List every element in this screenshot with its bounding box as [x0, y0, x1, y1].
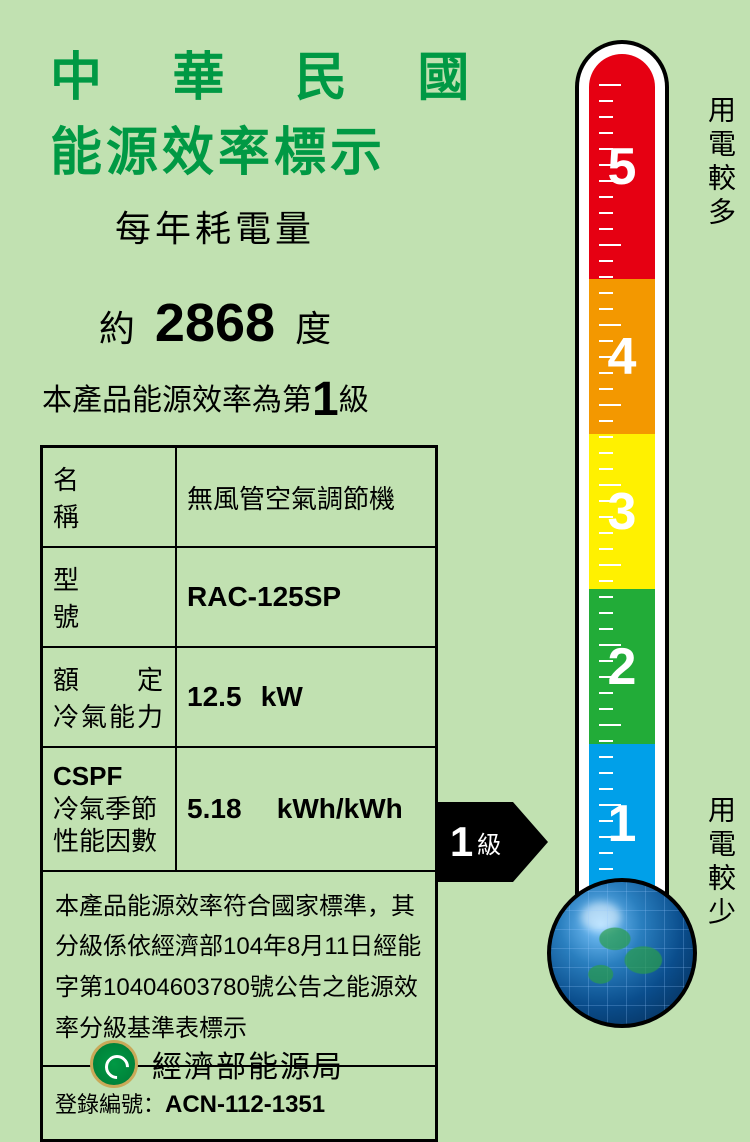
footer: 經濟部能源局	[90, 1040, 344, 1088]
thermometer-tube: 5 4 3 2 1	[575, 40, 669, 900]
consumption-row: 約 2868 度	[0, 292, 430, 354]
seg5-num: 5	[608, 137, 637, 197]
arrow-head-icon	[513, 802, 548, 882]
consumption-value: 2868	[155, 293, 275, 353]
cspf-label: CSPF 冷氣季節 性能因數	[42, 747, 177, 871]
grade-line: 本產品能源效率為第1級	[0, 372, 430, 427]
capacity-unit: kW	[249, 681, 303, 712]
thermometer-inner: 5 4 3 2 1	[589, 54, 655, 900]
cspf-value: 5.18	[187, 793, 242, 824]
bureau-logo-icon	[90, 1040, 138, 1088]
label-less-power: 用電較少	[700, 795, 740, 931]
grade-number: 1	[312, 373, 339, 426]
standard-description: 本產品能源效率符合國家標準，其分級係依經濟部104年8月11日經能字第10404…	[42, 871, 437, 1066]
capacity-value: 12.5	[187, 681, 242, 712]
capacity-label: 額 定冷氣能力	[42, 647, 177, 747]
model-label: 型 號	[42, 547, 177, 647]
seg1-num: 1	[608, 794, 637, 854]
approx-label: 約	[99, 308, 135, 349]
cspf-cn2: 性能因數	[53, 826, 157, 856]
globe-bulb-icon	[547, 878, 697, 1028]
label-more-power: 用電較多	[700, 95, 740, 231]
grade-prefix: 本產品能源效率為第	[42, 384, 312, 417]
cspf-en: CSPF	[53, 761, 122, 791]
grade-suffix: 級	[339, 384, 369, 417]
thermometer: 5 4 3 2 1	[555, 40, 690, 1040]
model-value: RAC-125SP	[176, 547, 436, 647]
name-label: 名 稱	[42, 447, 177, 548]
capacity-cell: 12.5 kW	[176, 647, 436, 747]
segment-1: 1	[589, 744, 655, 900]
consumption-unit: 度	[295, 308, 331, 349]
arrow-body: 1級	[438, 802, 513, 882]
spec-table: 名 稱 無風管空氣調節機 型 號 RAC-125SP 額 定冷氣能力 12.5 …	[40, 445, 438, 1142]
bureau-name: 經濟部能源局	[152, 1042, 344, 1086]
acn-value: ACN-112-1351	[165, 1091, 325, 1118]
cspf-unit: kWh/kWh	[249, 793, 403, 824]
arrow-suffix: 級	[477, 825, 501, 860]
annual-consumption-label: 每年耗電量	[0, 200, 430, 252]
arrow-grade: 1	[450, 818, 473, 866]
acn-label: 登錄編號：	[55, 1092, 165, 1117]
grade-arrow: 1級	[438, 802, 548, 882]
name-value: 無風管空氣調節機	[176, 447, 436, 548]
cspf-cell: 5.18 kWh/kWh	[176, 747, 436, 871]
cspf-cn1: 冷氣季節	[53, 794, 157, 824]
